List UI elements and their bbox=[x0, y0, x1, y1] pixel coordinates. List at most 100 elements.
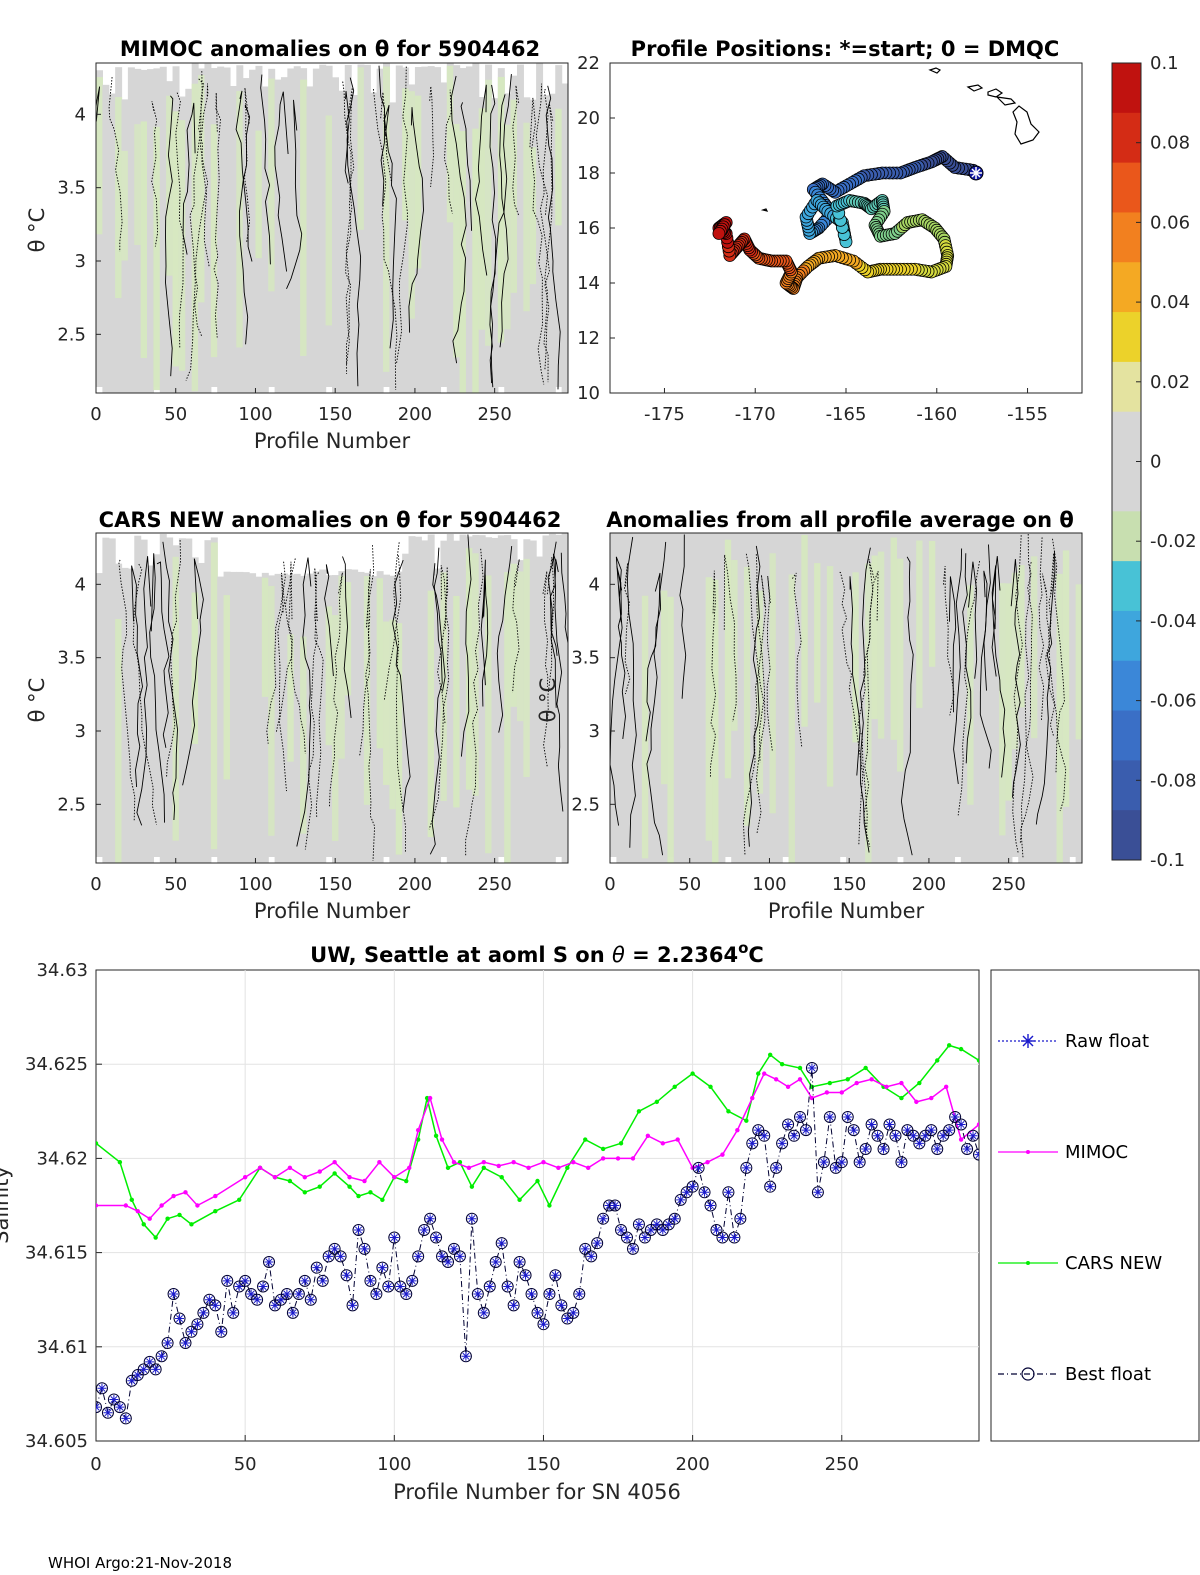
heat-patch bbox=[261, 577, 269, 697]
heat-patch bbox=[140, 121, 148, 359]
heat-patch bbox=[1005, 583, 1013, 801]
raw-float-point bbox=[640, 1233, 650, 1243]
raw-float-point bbox=[920, 1131, 930, 1141]
raw-float-point bbox=[807, 1063, 817, 1073]
float-marker bbox=[835, 1156, 848, 1169]
contour-line bbox=[646, 572, 664, 856]
heat-patch bbox=[210, 542, 218, 850]
heat-column bbox=[465, 66, 473, 393]
best-float-point bbox=[961, 1142, 974, 1155]
y-tick-label: 3 bbox=[75, 251, 86, 272]
float-marker bbox=[507, 1299, 520, 1312]
colorbar-tick-label: 0.1 bbox=[1150, 53, 1179, 74]
heat-column bbox=[223, 67, 231, 393]
heat-column bbox=[529, 540, 537, 863]
x-tick-label: 100 bbox=[238, 404, 272, 425]
best-float-point bbox=[239, 1274, 252, 1287]
heat-column bbox=[635, 533, 643, 863]
raw-float-point bbox=[544, 1289, 554, 1299]
heat-patch bbox=[427, 590, 435, 838]
heat-column bbox=[1037, 533, 1045, 863]
heat-column bbox=[820, 533, 828, 863]
series-point bbox=[141, 1222, 146, 1227]
best-float-point bbox=[113, 1401, 126, 1414]
float-marker bbox=[346, 1299, 359, 1312]
heat-column bbox=[928, 533, 936, 863]
series-cars-new bbox=[96, 1043, 979, 1240]
raw-float-point bbox=[395, 1282, 405, 1292]
series-point bbox=[929, 1095, 934, 1101]
series-point bbox=[943, 1084, 949, 1090]
raw-float-point bbox=[330, 1244, 340, 1254]
contour-line bbox=[296, 557, 312, 847]
cars-field bbox=[96, 533, 568, 863]
raw-float-point bbox=[956, 1119, 966, 1129]
heat-column bbox=[909, 533, 917, 863]
float-marker bbox=[418, 1223, 431, 1236]
heat-column bbox=[408, 536, 416, 863]
y-tick-label: 3.5 bbox=[57, 648, 86, 669]
series-point bbox=[496, 1163, 501, 1169]
best-float-point bbox=[495, 1237, 508, 1250]
best-float-point bbox=[334, 1250, 347, 1263]
colorbar-tick-label: 0.02 bbox=[1150, 372, 1190, 393]
raw-float-point bbox=[467, 1214, 477, 1224]
raw-float-point bbox=[700, 1187, 710, 1197]
heat-column bbox=[261, 572, 269, 863]
raw-float-point bbox=[926, 1125, 936, 1135]
series-point bbox=[726, 1109, 731, 1114]
series-point bbox=[735, 1127, 740, 1133]
raw-float-point bbox=[694, 1163, 704, 1173]
heat-column bbox=[516, 64, 524, 393]
heat-column bbox=[960, 533, 968, 863]
best-float-point bbox=[555, 1299, 568, 1312]
heat-patch bbox=[865, 563, 873, 863]
best-float-point bbox=[167, 1288, 180, 1301]
colorbar-bands bbox=[1112, 63, 1141, 861]
y-tick-label: 3.5 bbox=[57, 178, 86, 199]
legend-best-label: Best float bbox=[1065, 1364, 1151, 1385]
salinity-title-b: = 2.2364 bbox=[625, 943, 738, 967]
float-marker bbox=[776, 1137, 789, 1150]
best-float-point bbox=[304, 1293, 317, 1306]
heat-column bbox=[370, 92, 378, 393]
best-float-point bbox=[931, 1142, 944, 1155]
series-point bbox=[571, 1159, 576, 1165]
contour-line bbox=[1019, 533, 1033, 845]
heat-column bbox=[338, 90, 346, 393]
float-marker bbox=[782, 1118, 795, 1131]
series-point bbox=[839, 1090, 844, 1095]
heat-patch bbox=[1056, 573, 1064, 863]
series-point bbox=[183, 1190, 188, 1195]
heat-column bbox=[680, 533, 688, 863]
heat-column bbox=[395, 65, 403, 393]
float-marker bbox=[310, 1261, 323, 1274]
float-marker bbox=[722, 1186, 735, 1199]
series-point bbox=[332, 1159, 337, 1165]
raw-float-point bbox=[503, 1282, 513, 1292]
raw-float-point bbox=[521, 1270, 531, 1280]
contour-line bbox=[460, 102, 473, 231]
best-float-point bbox=[776, 1137, 789, 1150]
heat-patch bbox=[268, 585, 276, 836]
float-marker bbox=[865, 1118, 878, 1131]
best-float-point bbox=[955, 1118, 968, 1131]
heat-column bbox=[293, 573, 301, 863]
series-point bbox=[356, 1193, 361, 1199]
contour-line bbox=[260, 74, 271, 265]
heat-patch bbox=[999, 583, 1007, 836]
raw-float-point bbox=[580, 1244, 590, 1254]
float-marker bbox=[316, 1274, 329, 1287]
heat-column bbox=[421, 540, 429, 863]
mimoc-panel: MIMOC anomalies on θ for 5904462 0 50 100 1… bbox=[25, 37, 569, 453]
float-marker bbox=[728, 1231, 741, 1244]
best-float-point bbox=[310, 1261, 323, 1274]
float-marker bbox=[973, 1148, 979, 1161]
colorbar-band bbox=[1112, 760, 1141, 811]
contour-line bbox=[151, 101, 159, 247]
float-marker bbox=[424, 1212, 437, 1225]
contour-line bbox=[709, 570, 717, 778]
float-marker bbox=[489, 1256, 502, 1269]
heat-patch bbox=[389, 619, 397, 810]
series-point bbox=[165, 1216, 170, 1221]
